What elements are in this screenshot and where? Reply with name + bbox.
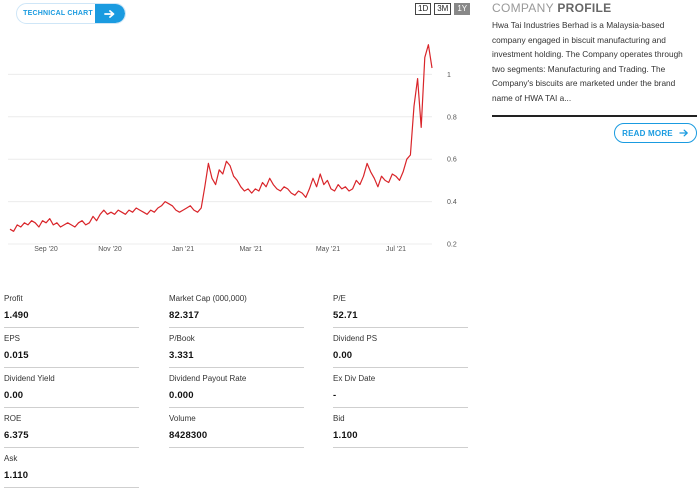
stat-value: 0.000 [169, 390, 194, 401]
stat-label: ROE [4, 414, 22, 423]
stat-value: 52.71 [333, 310, 358, 321]
arrow-right-icon [95, 4, 125, 23]
stat-value: 0.015 [4, 350, 29, 361]
y-tick-label: 0.6 [447, 157, 457, 164]
x-tick-label: Nov '20 [98, 246, 122, 253]
read-more-label: READ MORE [622, 128, 673, 138]
stat-label: P/Book [169, 334, 195, 343]
stat-value: 1.490 [4, 310, 29, 321]
stat-pe: P/E 52.71 [333, 288, 468, 328]
stat-dividend-ps: Dividend PS 0.00 [333, 328, 468, 368]
x-tick-label: Jul '21 [386, 246, 406, 253]
profile-title-bold: PROFILE [557, 1, 612, 15]
price-chart: 0.2 0.4 0.6 0.8 1 Sep '20 Nov '20 Jan '21 Mar '2… [0, 22, 470, 262]
stat-bid: Bid 1.100 [333, 408, 468, 448]
x-tick-label: Jan '21 [172, 246, 194, 253]
stat-value: - [333, 390, 337, 401]
arrow-right-icon [679, 129, 688, 137]
range-button-3m[interactable]: 3M [434, 3, 452, 15]
company-profile-title: COMPANY PROFILE [492, 1, 611, 15]
stat-volume: Volume 8428300 [169, 408, 304, 448]
stat-value: 82.317 [169, 310, 200, 321]
stat-label: Ex Div Date [333, 374, 376, 383]
price-line [9, 44, 433, 232]
x-tick-label: Mar '21 [239, 246, 262, 253]
stat-label: Profit [4, 294, 23, 303]
y-tick-label: 1 [447, 72, 451, 79]
stat-dividend-payout-rate: Dividend Payout Rate 0.000 [169, 368, 304, 408]
stat-label: Bid [333, 414, 345, 423]
stat-label: Dividend PS [333, 334, 378, 343]
profile-divider [492, 115, 697, 117]
stat-value: 0.00 [4, 390, 24, 401]
x-tick-label: Sep '20 [34, 246, 58, 253]
stat-value: 3.331 [169, 350, 194, 361]
y-tick-label: 0.2 [447, 242, 457, 249]
price-chart-svg: 0.2 0.4 0.6 0.8 1 Sep '20 Nov '20 Jan '21 Mar '2… [8, 44, 457, 253]
stat-market-cap: Market Cap (000,000) 82.317 [169, 288, 304, 328]
company-description: Hwa Tai Industries Berhad is a Malaysia-… [492, 20, 683, 103]
technical-chart-label: TECHNICAL CHART [23, 10, 93, 17]
range-button-1d[interactable]: 1D [415, 3, 432, 15]
stat-ex-div-date: Ex Div Date - [333, 368, 468, 408]
y-tick-label: 0.8 [447, 114, 457, 121]
range-selector: 1D 3M 1Y [415, 3, 471, 15]
stat-value: 1.110 [4, 470, 29, 481]
range-button-1y[interactable]: 1Y [454, 3, 471, 15]
stat-value: 0.00 [333, 350, 353, 361]
stat-ask: Ask 1.110 [4, 448, 139, 488]
stat-label: Dividend Payout Rate [169, 374, 247, 383]
y-tick-label: 0.4 [447, 199, 457, 206]
read-more-button[interactable]: READ MORE [614, 123, 697, 143]
profile-title-light: COMPANY [492, 1, 558, 15]
stat-label: Market Cap (000,000) [169, 294, 247, 303]
stat-label: Dividend Yield [4, 374, 55, 383]
stat-label: Volume [169, 414, 196, 423]
stat-eps: EPS 0.015 [4, 328, 139, 368]
stat-label: Ask [4, 454, 18, 463]
stat-profit: Profit 1.490 [4, 288, 139, 328]
technical-chart-button[interactable]: TECHNICAL CHART [16, 3, 126, 24]
stat-value: 8428300 [169, 430, 208, 441]
stat-p-book: P/Book 3.331 [169, 328, 304, 368]
stat-roe: ROE 6.375 [4, 408, 139, 448]
stat-value: 1.100 [333, 430, 358, 441]
stat-label: P/E [333, 294, 346, 303]
stat-label: EPS [4, 334, 21, 343]
x-tick-label: May '21 [316, 246, 340, 253]
stat-dividend-yield: Dividend Yield 0.00 [4, 368, 139, 408]
stat-value: 6.375 [4, 430, 29, 441]
